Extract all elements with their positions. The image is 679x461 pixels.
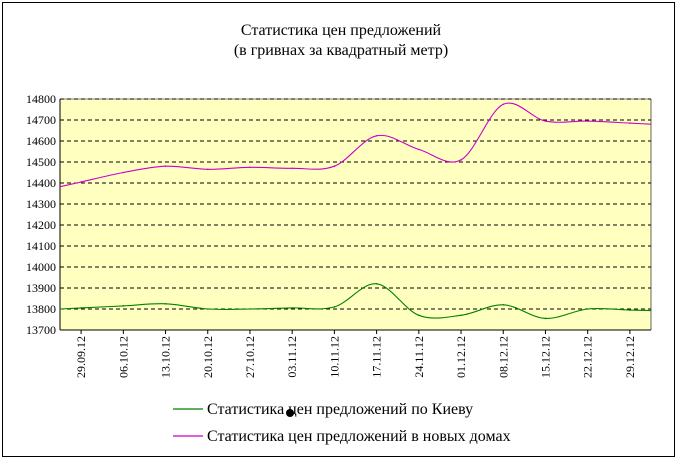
legend-marker-dot bbox=[286, 409, 294, 417]
y-tick-label: 14200 bbox=[26, 218, 56, 232]
data-point bbox=[544, 317, 547, 320]
x-tick-label: 27.10.12 bbox=[243, 336, 257, 378]
y-tick-label: 13800 bbox=[26, 302, 56, 316]
y-tick-label: 14500 bbox=[26, 155, 56, 169]
x-tick-label: 10.11.12 bbox=[327, 336, 341, 378]
data-point bbox=[291, 307, 293, 309]
data-point bbox=[164, 165, 167, 167]
x-tick-label: 08.12.12 bbox=[496, 336, 510, 378]
legend-label-1: Статистика цен предложений по Киеву bbox=[207, 401, 473, 418]
y-tick-label: 13900 bbox=[26, 281, 56, 295]
x-tick-label: 13.10.12 bbox=[159, 336, 173, 378]
data-point bbox=[629, 122, 631, 124]
data-point bbox=[502, 304, 505, 306]
chart-title-line-1: Статистика цен предложений bbox=[241, 22, 442, 39]
series-line-1 bbox=[59, 283, 652, 319]
data-point bbox=[249, 308, 251, 310]
data-point bbox=[80, 307, 82, 309]
data-point bbox=[460, 159, 462, 161]
legend-label-2: Статистика цен предложений в новых домах bbox=[207, 428, 511, 445]
plot-area bbox=[60, 99, 651, 330]
data-point bbox=[122, 305, 125, 307]
data-point bbox=[164, 302, 167, 305]
data-point bbox=[375, 283, 378, 285]
data-point bbox=[460, 314, 462, 317]
y-tick-label: 13700 bbox=[26, 323, 56, 337]
data-point bbox=[629, 309, 631, 311]
data-point bbox=[122, 171, 125, 174]
y-tick-label: 14100 bbox=[26, 239, 56, 253]
x-tick-label: 03.11.12 bbox=[285, 336, 299, 378]
data-point bbox=[418, 314, 420, 317]
y-tick-label: 14400 bbox=[26, 176, 56, 190]
y-tick-label: 14000 bbox=[26, 260, 56, 274]
y-tick-label: 14600 bbox=[26, 134, 56, 148]
data-point bbox=[249, 166, 251, 169]
data-point bbox=[333, 165, 336, 167]
x-tick-label: 17.11.12 bbox=[370, 336, 384, 378]
y-tick-label: 14700 bbox=[26, 113, 56, 127]
x-tick-label: 15.12.12 bbox=[538, 336, 552, 378]
x-tick-label: 06.10.12 bbox=[116, 336, 130, 378]
x-tick-label: 29.09.12 bbox=[74, 336, 88, 378]
data-point bbox=[375, 134, 378, 137]
data-point bbox=[586, 120, 589, 122]
data-point bbox=[80, 181, 82, 183]
x-tick-label: 24.11.12 bbox=[412, 336, 426, 378]
x-tick-label: 22.12.12 bbox=[581, 336, 595, 378]
data-point bbox=[544, 120, 547, 122]
chart-title-line-2: (в гривнах за квадратный метр) bbox=[234, 42, 448, 59]
data-point bbox=[206, 168, 209, 171]
series-line-2 bbox=[59, 102, 652, 188]
x-tick-label: 20.10.12 bbox=[201, 336, 215, 378]
data-point bbox=[206, 308, 209, 310]
data-point bbox=[333, 306, 336, 308]
y-tick-label: 14300 bbox=[26, 197, 56, 211]
x-tick-label: 29.12.12 bbox=[623, 336, 637, 378]
y-tick-label: 14800 bbox=[26, 92, 56, 106]
x-tick-label: 01.12.12 bbox=[454, 336, 468, 378]
data-point bbox=[418, 148, 420, 151]
data-point bbox=[502, 103, 505, 106]
data-point bbox=[291, 167, 293, 170]
data-point bbox=[586, 308, 589, 310]
